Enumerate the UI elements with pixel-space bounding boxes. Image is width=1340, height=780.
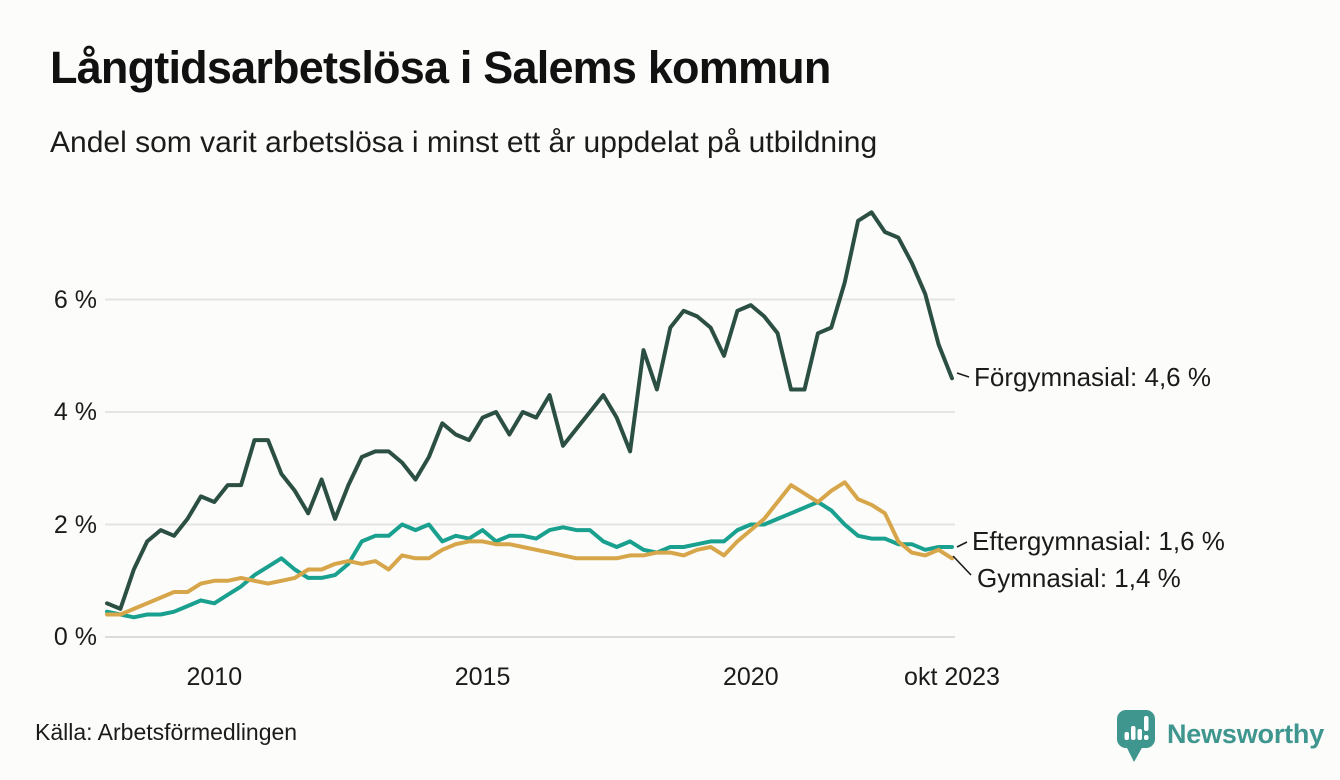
x-axis-tick-label: 2020: [722, 663, 779, 691]
newsworthy-logo-icon: [1117, 710, 1155, 762]
series-end-label-eftergymnasial: Eftergymnasial: 1,6 %: [972, 526, 1225, 556]
label-connector: [952, 555, 972, 576]
source-note: Källa: Arbetsförmedlingen: [35, 719, 298, 745]
series-end-label-gymnasial: Gymnasial: 1,4 %: [977, 563, 1181, 593]
label-connector: [956, 541, 968, 548]
series-line-eftergymnasial: [105, 500, 954, 620]
x-axis-tick-label: 2010: [186, 663, 243, 691]
y-axis-tick-label: 0 %: [53, 623, 97, 651]
x-axis-tick-label: okt 2023: [904, 663, 1000, 691]
page-subtitle: Andel som varit arbetslösa i minst ett å…: [50, 126, 878, 159]
y-axis-tick-label: 6 %: [53, 285, 97, 314]
newsworthy-logo: Newsworthy: [1114, 704, 1324, 764]
label-connector: [956, 372, 970, 378]
series-line-förgymnasial: [105, 210, 954, 611]
page-title: Långtidsarbetslösa i Salems kommun: [50, 42, 831, 93]
y-axis-tick-label: 4 %: [53, 398, 97, 426]
newsworthy-wordmark: Newsworthy: [1167, 718, 1325, 749]
series-end-label-forgymnasial: Förgymnasial: 4,6 %: [974, 362, 1211, 392]
series-line-gymnasial: [105, 480, 954, 617]
y-axis-tick-label: 2 %: [53, 510, 97, 539]
x-axis-tick-label: 2015: [454, 663, 511, 691]
